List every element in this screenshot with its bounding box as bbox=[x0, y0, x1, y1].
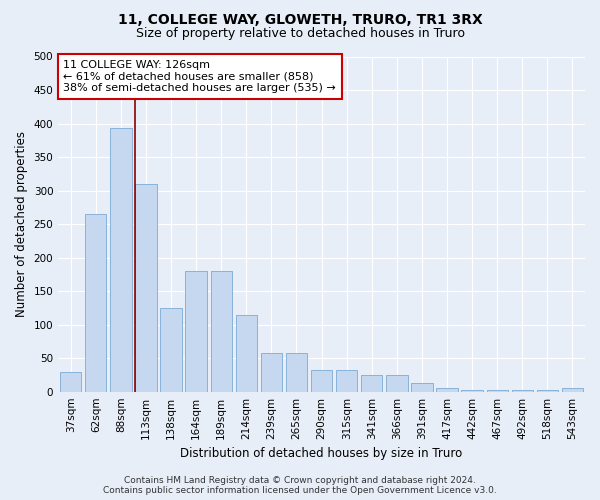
Bar bbox=[286, 354, 307, 392]
Bar bbox=[236, 314, 257, 392]
Text: Size of property relative to detached houses in Truro: Size of property relative to detached ho… bbox=[136, 28, 464, 40]
Bar bbox=[361, 375, 382, 392]
Bar bbox=[211, 271, 232, 392]
Bar bbox=[461, 390, 483, 392]
Bar bbox=[537, 390, 558, 392]
X-axis label: Distribution of detached houses by size in Truro: Distribution of detached houses by size … bbox=[181, 447, 463, 460]
Y-axis label: Number of detached properties: Number of detached properties bbox=[15, 131, 28, 317]
Text: 11 COLLEGE WAY: 126sqm
← 61% of detached houses are smaller (858)
38% of semi-de: 11 COLLEGE WAY: 126sqm ← 61% of detached… bbox=[64, 60, 336, 93]
Text: Contains HM Land Registry data © Crown copyright and database right 2024.
Contai: Contains HM Land Registry data © Crown c… bbox=[103, 476, 497, 495]
Bar bbox=[386, 375, 407, 392]
Bar bbox=[487, 390, 508, 392]
Bar bbox=[136, 184, 157, 392]
Bar bbox=[336, 370, 358, 392]
Text: 11, COLLEGE WAY, GLOWETH, TRURO, TR1 3RX: 11, COLLEGE WAY, GLOWETH, TRURO, TR1 3RX bbox=[118, 12, 482, 26]
Bar bbox=[512, 390, 533, 392]
Bar bbox=[411, 383, 433, 392]
Bar bbox=[60, 372, 82, 392]
Bar bbox=[436, 388, 458, 392]
Bar bbox=[562, 388, 583, 392]
Bar bbox=[261, 354, 282, 392]
Bar bbox=[311, 370, 332, 392]
Bar bbox=[110, 128, 131, 392]
Bar bbox=[85, 214, 106, 392]
Bar bbox=[160, 308, 182, 392]
Bar bbox=[185, 271, 207, 392]
